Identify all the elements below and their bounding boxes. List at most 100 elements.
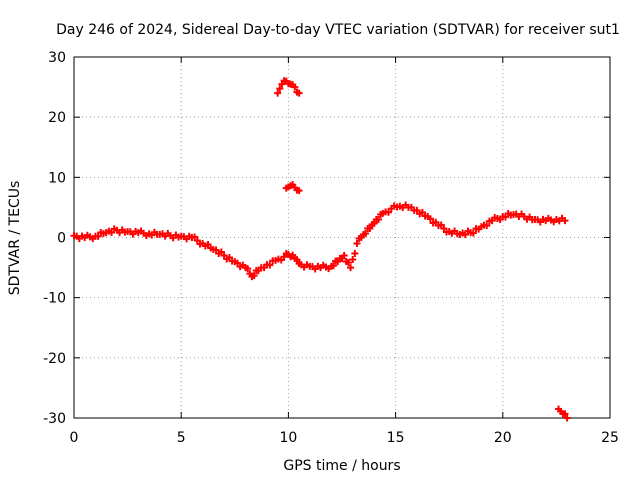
data-point-fill bbox=[485, 217, 493, 225]
y-tick-label: 0 bbox=[57, 231, 66, 247]
data-point-fill bbox=[282, 250, 290, 258]
data-point-fill bbox=[196, 240, 204, 248]
data-point-fill bbox=[464, 227, 472, 235]
data-point-fill bbox=[432, 218, 440, 226]
data-point-fill bbox=[384, 208, 392, 216]
data-point bbox=[278, 80, 286, 88]
tick-labels: 0 5 10 15 20 25 -30 -20 -10 0 10 20 30 bbox=[43, 50, 619, 446]
data-point-fill bbox=[557, 407, 565, 415]
data-point-fill bbox=[289, 81, 297, 89]
data-point-fill bbox=[558, 214, 566, 222]
data-point-fill bbox=[507, 211, 515, 219]
data-point-fill bbox=[204, 241, 212, 249]
data-point-fill bbox=[293, 186, 301, 194]
data-point-fill bbox=[191, 233, 199, 241]
data-point-fill bbox=[370, 219, 378, 227]
data-point-fill bbox=[293, 88, 301, 96]
data-point-fill bbox=[217, 248, 225, 256]
y-tick-label: -10 bbox=[43, 291, 66, 307]
data-point-fill bbox=[364, 224, 372, 232]
x-tick-label: 20 bbox=[494, 430, 512, 446]
data-point-fill bbox=[329, 262, 337, 270]
series-spike-mid bbox=[282, 181, 303, 195]
y-tick-label: -30 bbox=[43, 411, 66, 427]
grid bbox=[74, 57, 610, 418]
data-point-fill bbox=[418, 208, 426, 216]
y-tick-label: 20 bbox=[48, 110, 66, 126]
data-point bbox=[220, 252, 228, 260]
data-point-fill bbox=[518, 210, 526, 218]
data-point-fill bbox=[349, 256, 357, 264]
data-point-fill bbox=[212, 246, 220, 254]
data-points bbox=[70, 77, 571, 422]
data-point bbox=[563, 414, 571, 422]
data-point-fill bbox=[193, 237, 201, 245]
data-point-fill bbox=[89, 235, 97, 243]
data-point-fill bbox=[252, 267, 260, 275]
data-point-fill bbox=[228, 257, 236, 265]
data-point-fill bbox=[164, 229, 172, 237]
data-point-fill bbox=[344, 259, 352, 267]
data-point-fill bbox=[244, 265, 252, 273]
data-point-fill bbox=[437, 221, 445, 229]
data-point-fill bbox=[426, 215, 434, 223]
data-point-fill bbox=[483, 222, 491, 230]
data-point-fill bbox=[250, 272, 258, 280]
data-point-fill bbox=[246, 270, 254, 278]
data-point-fill bbox=[239, 261, 247, 269]
y-tick-label: 30 bbox=[48, 50, 66, 66]
data-point-fill bbox=[561, 410, 569, 418]
data-point-fill bbox=[276, 85, 284, 93]
data-point-fill bbox=[289, 181, 297, 189]
data-point-fill bbox=[233, 259, 241, 267]
data-point bbox=[274, 89, 282, 97]
data-point-fill bbox=[402, 201, 410, 209]
data-point-fill bbox=[421, 212, 429, 220]
data-point-fill bbox=[410, 206, 418, 214]
data-point-fill bbox=[284, 183, 292, 191]
data-point-fill bbox=[260, 264, 268, 272]
data-point-fill bbox=[99, 230, 107, 238]
data-point-fill bbox=[332, 257, 340, 265]
data-point-fill bbox=[295, 260, 303, 268]
data-point-fill bbox=[110, 225, 118, 233]
data-point-fill bbox=[303, 261, 311, 269]
data-point-fill bbox=[277, 256, 285, 264]
y-tick-label: -20 bbox=[43, 351, 66, 367]
axis-ticks bbox=[73, 56, 611, 419]
data-point-fill bbox=[351, 250, 359, 258]
data-point-fill bbox=[362, 229, 370, 237]
data-point-fill bbox=[108, 228, 116, 236]
data-point bbox=[353, 240, 361, 248]
data-point-fill bbox=[496, 215, 504, 223]
y-axis-label: SDTVAR / TECUs bbox=[7, 181, 23, 296]
data-point-fill bbox=[377, 210, 385, 218]
data-point-fill bbox=[284, 80, 292, 88]
data-point bbox=[347, 264, 355, 272]
data-point-fill bbox=[289, 251, 297, 259]
x-axis-label: GPS time / hours bbox=[283, 458, 400, 474]
data-point-fill bbox=[280, 77, 288, 85]
series-spike-high bbox=[274, 77, 303, 97]
data-point-fill bbox=[293, 256, 301, 264]
x-tick-label: 15 bbox=[387, 430, 405, 446]
series-tail-low bbox=[555, 405, 571, 422]
chart-title: Day 246 of 2024, Sidereal Day-to-day VTE… bbox=[56, 22, 620, 38]
data-point-fill bbox=[94, 232, 102, 240]
data-point-fill bbox=[338, 255, 346, 263]
data-point-fill bbox=[374, 215, 382, 223]
y-tick-label: 10 bbox=[48, 170, 66, 186]
x-tick-label: 5 bbox=[177, 430, 186, 446]
data-point-fill bbox=[325, 265, 333, 273]
x-tick-label: 0 bbox=[70, 430, 79, 446]
data-point-fill bbox=[475, 225, 483, 233]
data-point-fill bbox=[469, 229, 477, 237]
series-main bbox=[70, 201, 569, 281]
data-point-fill bbox=[225, 254, 233, 262]
data-point-fill bbox=[440, 224, 448, 232]
data-point-fill bbox=[266, 261, 274, 269]
data-point-fill bbox=[443, 228, 451, 236]
data-point-fill bbox=[314, 262, 322, 270]
x-tick-label: 10 bbox=[279, 430, 297, 446]
